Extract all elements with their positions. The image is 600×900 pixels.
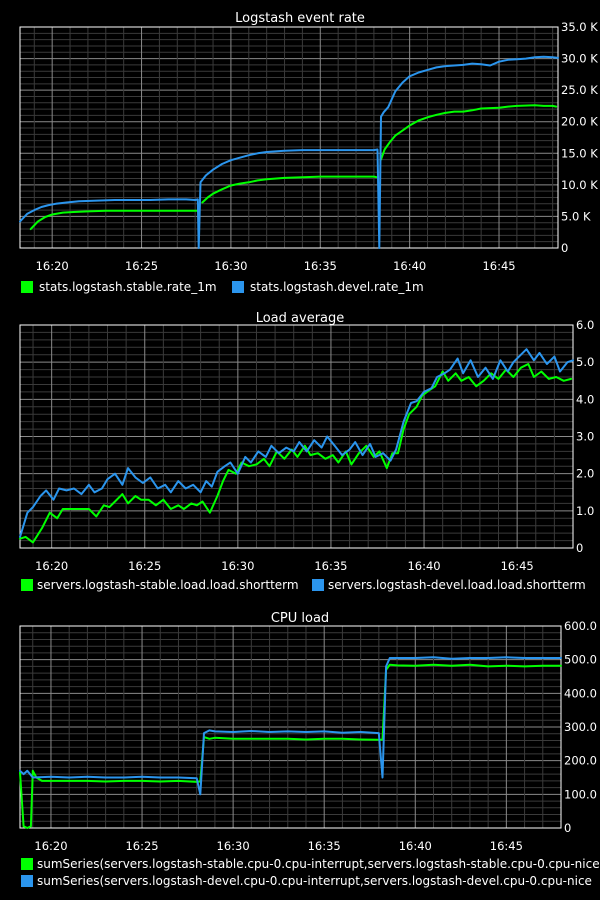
x-tick-label: 16:25 xyxy=(128,559,161,573)
x-tick-label: 16:30 xyxy=(214,259,247,273)
y-tick-label: 5.0 xyxy=(576,355,594,369)
y-tick-label: 1.0 xyxy=(576,504,594,518)
plot-border xyxy=(19,26,559,249)
series-line-stable xyxy=(19,363,573,544)
grid xyxy=(20,324,574,549)
y-tick-label: 300.0 xyxy=(564,720,597,734)
legend-swatch-devel xyxy=(21,875,33,887)
load-average-chart: Load average 16:20 16:25 16:30 16:35 16:40 16… xyxy=(19,311,594,592)
x-tick-label: 16:25 xyxy=(125,259,158,273)
series-lines xyxy=(19,656,562,829)
series-line-devel xyxy=(19,55,559,249)
y-tick-label: 25.0 K xyxy=(561,83,598,97)
legend: stats.logstash.stable.rate_1m stats.logs… xyxy=(21,280,424,294)
y-tick-label: 4.0 xyxy=(576,392,594,406)
y-tick-label: 0 xyxy=(564,821,571,835)
legend-swatch-stable xyxy=(21,858,33,870)
legend-label-devel: sumSeries(servers.logstash-devel.cpu-0.c… xyxy=(37,874,592,888)
series-lines xyxy=(19,348,574,544)
x-axis-ticks: 16:20 16:25 16:30 16:35 16:40 16:45 xyxy=(34,839,523,853)
grid xyxy=(20,625,562,829)
x-tick-label: 16:20 xyxy=(34,839,67,853)
grid xyxy=(20,26,558,249)
plot-border xyxy=(19,625,562,829)
x-tick-label: 16:40 xyxy=(399,839,432,853)
y-tick-label: 100.0 xyxy=(564,787,597,801)
x-tick-label: 16:45 xyxy=(482,259,515,273)
series-lines xyxy=(19,55,559,249)
legend-swatch-stable xyxy=(21,281,33,293)
y-tick-label: 2.0 xyxy=(576,467,594,481)
x-tick-label: 16:35 xyxy=(314,559,347,573)
x-tick-label: 16:45 xyxy=(501,559,534,573)
legend: servers.logstash-stable.load.load.shortt… xyxy=(21,578,586,592)
series-line-stable xyxy=(19,663,562,829)
y-axis-ticks: 0 100.0 200.0 300.0 400.0 500.0 600.0 xyxy=(564,619,597,835)
x-tick-label: 16:20 xyxy=(36,259,69,273)
x-tick-label: 16:40 xyxy=(393,259,426,273)
series-line-stable xyxy=(29,104,558,231)
chart-title: Logstash event rate xyxy=(235,11,365,26)
x-tick-label: 16:40 xyxy=(407,559,440,573)
y-tick-label: 0 xyxy=(561,241,568,255)
y-axis-ticks: 0 5.0 K 10.0 K 15.0 K 20.0 K 25.0 K 30.0 K 35.0… xyxy=(561,20,598,255)
y-tick-label: 0 xyxy=(576,541,583,555)
chart-title: Load average xyxy=(256,311,345,326)
x-tick-label: 16:35 xyxy=(304,259,337,273)
y-tick-label: 10.0 K xyxy=(561,178,598,192)
x-tick-label: 16:30 xyxy=(221,559,254,573)
legend-label-devel: servers.logstash-devel.load.load.shortte… xyxy=(328,578,586,592)
series-line-devel xyxy=(19,348,574,538)
legend-label-stable: sumSeries(servers.logstash-stable.cpu-0.… xyxy=(37,857,600,871)
series-line-devel xyxy=(19,656,562,796)
x-tick-label: 16:20 xyxy=(35,559,68,573)
cpu-load-chart: CPU load 16:20 16:25 16:30 16:35 16:40 16:45 … xyxy=(19,611,600,888)
x-tick-label: 16:30 xyxy=(217,839,250,853)
logstash-event-rate-chart: Logstash event rate 16:20 16:25 16:30 16:35… xyxy=(19,11,598,294)
y-tick-label: 20.0 K xyxy=(561,115,598,129)
y-tick-label: 400.0 xyxy=(564,686,597,700)
x-tick-label: 16:25 xyxy=(125,839,158,853)
chart-title: CPU load xyxy=(271,611,329,626)
y-tick-label: 3.0 xyxy=(576,430,594,444)
y-tick-label: 35.0 K xyxy=(561,20,598,34)
y-tick-label: 15.0 K xyxy=(561,146,598,160)
legend-label-stable: stats.logstash.stable.rate_1m xyxy=(39,280,217,294)
legend-label-stable: servers.logstash-stable.load.load.shortt… xyxy=(37,578,299,592)
legend-swatch-devel xyxy=(312,579,324,591)
x-axis-ticks: 16:20 16:25 16:30 16:35 16:40 16:45 xyxy=(35,559,534,573)
x-tick-label: 16:45 xyxy=(490,839,523,853)
y-tick-label: 5.0 K xyxy=(561,209,591,223)
legend-swatch-devel xyxy=(232,281,244,293)
legend-label-devel: stats.logstash.devel.rate_1m xyxy=(250,280,424,294)
y-tick-label: 600.0 xyxy=(564,619,597,633)
legend: sumSeries(servers.logstash-stable.cpu-0.… xyxy=(21,857,600,888)
plot-border xyxy=(19,324,574,549)
y-tick-label: 6.0 xyxy=(576,318,594,332)
legend-swatch-stable xyxy=(21,579,33,591)
y-tick-label: 30.0 K xyxy=(561,52,598,66)
y-axis-ticks: 0 1.0 2.0 3.0 4.0 5.0 6.0 xyxy=(576,318,594,555)
y-tick-label: 500.0 xyxy=(564,653,597,667)
x-tick-label: 16:35 xyxy=(308,839,341,853)
x-axis-ticks: 16:20 16:25 16:30 16:35 16:40 16:45 xyxy=(36,259,516,273)
y-tick-label: 200.0 xyxy=(564,754,597,768)
